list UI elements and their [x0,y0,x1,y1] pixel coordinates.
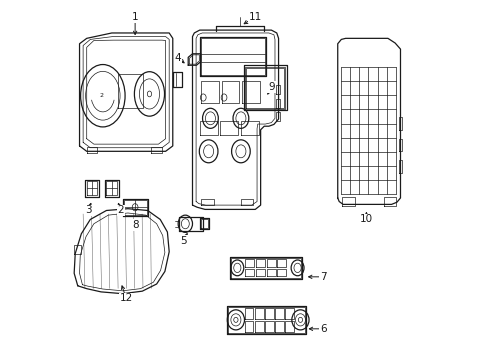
Text: 8: 8 [132,220,138,230]
Text: 5: 5 [180,236,186,246]
Text: 9: 9 [267,82,274,92]
Text: 10: 10 [359,215,372,224]
Text: 2: 2 [117,206,124,216]
Text: 2: 2 [99,93,103,98]
Text: 11: 11 [248,12,262,22]
Text: 4: 4 [175,53,181,63]
Text: 6: 6 [320,324,326,334]
Text: 12: 12 [119,293,133,303]
Text: 7: 7 [320,272,326,282]
Text: 3: 3 [85,206,92,216]
Text: 1: 1 [132,12,138,22]
